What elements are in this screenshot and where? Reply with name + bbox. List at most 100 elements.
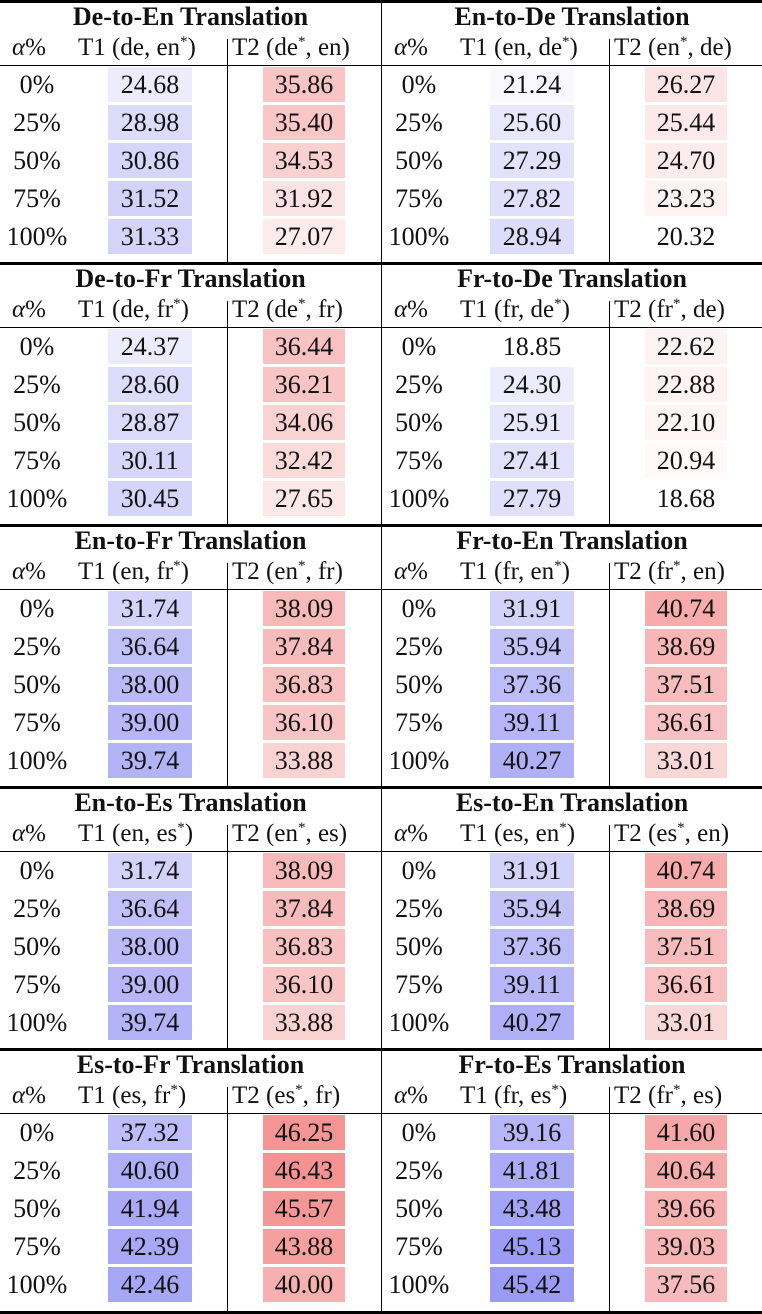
t1-score-cell: 30.86 — [108, 143, 192, 178]
header-row: α% T1 (en, fr*) T2 (en*, fr) — [0, 555, 381, 590]
t2-score-cell: 40.64 — [645, 1153, 727, 1188]
table-body: 0% 31.91 40.74 25% 35.94 38.69 50% 37.36 37.51 75… — [382, 853, 762, 1043]
t2-score-cell: 31.92 — [263, 181, 345, 216]
t1-score-cell: 41.81 — [490, 1153, 574, 1188]
t1-header: T1 (en, es*) — [78, 820, 194, 847]
t1-score-cell: 21.24 — [490, 67, 574, 102]
t2-score-cell: 36.21 — [263, 367, 345, 402]
table-right: Fr-to-Es Translation α% T1 (fr, es*) T2 … — [381, 1051, 762, 1311]
t2-score-cell: 33.01 — [645, 743, 727, 778]
table-row: 75% 31.52 31.92 — [0, 181, 381, 219]
t2-score-cell: 46.25 — [263, 1115, 345, 1150]
t1-header: T1 (en, de*) — [460, 34, 578, 61]
alpha-header: α% — [394, 296, 428, 323]
t2-score-cell: 24.70 — [645, 143, 727, 178]
t2-score-cell: 18.68 — [645, 481, 727, 516]
table-row: 0% 31.74 38.09 — [0, 591, 381, 629]
t1-header: T1 (en, fr*) — [78, 558, 189, 585]
t1-score-cell: 39.11 — [490, 705, 574, 740]
table-row: 50% 41.94 45.57 — [0, 1191, 381, 1229]
t1-score-cell: 39.74 — [108, 1005, 192, 1040]
table-row: 50% 43.48 39.66 — [382, 1191, 762, 1229]
table-row: 100% 40.27 33.01 — [382, 1005, 762, 1043]
alpha-value: 0% — [19, 332, 55, 361]
t2-score-cell: 37.51 — [645, 667, 727, 702]
alpha-value: 25% — [13, 894, 61, 923]
table-body: 0% 37.32 46.25 25% 40.60 46.43 50% 41.94 45.57 75… — [0, 1115, 381, 1305]
t2-header: T2 (es*, en) — [614, 820, 730, 847]
column-divider — [227, 39, 228, 262]
t2-score-cell: 22.88 — [645, 367, 727, 402]
table-row: 100% 39.74 33.88 — [0, 1005, 381, 1043]
t2-score-cell: 37.84 — [263, 629, 345, 664]
t1-score-cell: 28.94 — [490, 219, 574, 254]
t2-score-cell: 45.57 — [263, 1191, 345, 1226]
table-row: 75% 45.13 39.03 — [382, 1229, 762, 1267]
t2-score-cell: 36.61 — [645, 967, 727, 1002]
table-row: 100% 40.27 33.01 — [382, 743, 762, 781]
t2-header: T2 (fr*, de) — [614, 296, 725, 323]
t2-score-cell: 39.03 — [645, 1229, 727, 1264]
alpha-value: 0% — [401, 332, 437, 361]
table-row: 75% 39.00 36.10 — [0, 705, 381, 743]
t2-score-cell: 34.06 — [263, 405, 345, 440]
table-row: 0% 21.24 26.27 — [382, 67, 762, 105]
t1-score-cell: 40.27 — [490, 1005, 574, 1040]
table-row: 50% 30.86 34.53 — [0, 143, 381, 181]
table-body: 0% 31.91 40.74 25% 35.94 38.69 50% 37.36 37.51 75… — [382, 591, 762, 781]
table-row: 75% 39.11 36.61 — [382, 967, 762, 1005]
t1-score-cell: 43.48 — [490, 1191, 574, 1226]
column-divider — [609, 825, 610, 1048]
table-row: 50% 37.36 37.51 — [382, 667, 762, 705]
table-row: 100% 42.46 40.00 — [0, 1267, 381, 1305]
t2-score-cell: 40.74 — [645, 591, 727, 626]
t2-score-cell: 34.53 — [263, 143, 345, 178]
t2-score-cell: 32.42 — [263, 443, 345, 478]
alpha-value: 0% — [19, 594, 55, 623]
table-row: 0% 31.74 38.09 — [0, 853, 381, 891]
t2-score-cell: 27.07 — [263, 219, 345, 254]
table-body: 0% 31.74 38.09 25% 36.64 37.84 50% 38.00 36.83 75… — [0, 591, 381, 781]
alpha-value: 75% — [13, 446, 61, 475]
table-right: Es-to-En Translation α% T1 (es, en*) T2 … — [381, 789, 762, 1048]
column-divider — [227, 825, 228, 1048]
table-row: 50% 25.91 22.10 — [382, 405, 762, 443]
table-body: 0% 24.68 35.86 25% 28.98 35.40 50% 30.86 34.53 75… — [0, 67, 381, 257]
t1-score-cell: 31.33 — [108, 219, 192, 254]
table-row: 50% 38.00 36.83 — [0, 929, 381, 967]
table-left: De-to-En Translation α% T1 (de, en*) T2 … — [0, 3, 381, 262]
alpha-value: 25% — [395, 370, 443, 399]
table-row: 75% 39.11 36.61 — [382, 705, 762, 743]
translation-block: De-to-Fr Translation α% T1 (de, fr*) T2 … — [0, 262, 762, 524]
t2-score-cell: 27.65 — [263, 481, 345, 516]
alpha-value: 25% — [13, 632, 61, 661]
t1-score-cell: 35.94 — [490, 891, 574, 926]
table-row: 75% 27.41 20.94 — [382, 443, 762, 481]
alpha-value: 100% — [6, 1270, 68, 1299]
t1-score-cell: 39.11 — [490, 967, 574, 1002]
alpha-value: 100% — [388, 222, 450, 251]
alpha-value: 0% — [19, 856, 55, 885]
table-row: 0% 24.68 35.86 — [0, 67, 381, 105]
alpha-value: 25% — [13, 370, 61, 399]
t2-score-cell: 36.83 — [263, 929, 345, 964]
table-row: 25% 41.81 40.64 — [382, 1153, 762, 1191]
table-left: De-to-Fr Translation α% T1 (de, fr*) T2 … — [0, 265, 381, 524]
t2-header: T2 (en*, es) — [232, 820, 348, 847]
t1-score-cell: 27.41 — [490, 443, 574, 478]
t2-score-cell: 38.09 — [263, 591, 345, 626]
t1-score-cell: 28.98 — [108, 105, 192, 140]
t1-score-cell: 18.85 — [490, 329, 574, 364]
t2-score-cell: 46.43 — [263, 1153, 345, 1188]
alpha-value: 25% — [395, 1156, 443, 1185]
table-left: En-to-Es Translation α% T1 (en, es*) T2 … — [0, 789, 381, 1048]
table-right: Fr-to-De Translation α% T1 (fr, de*) T2 … — [381, 265, 762, 524]
alpha-header: α% — [12, 34, 46, 61]
t1-score-cell: 31.52 — [108, 181, 192, 216]
t1-score-cell: 30.45 — [108, 481, 192, 516]
table-row: 25% 25.60 25.44 — [382, 105, 762, 143]
alpha-value: 50% — [395, 408, 443, 437]
table-title: De-to-En Translation — [72, 2, 309, 31]
t2-score-cell: 37.84 — [263, 891, 345, 926]
